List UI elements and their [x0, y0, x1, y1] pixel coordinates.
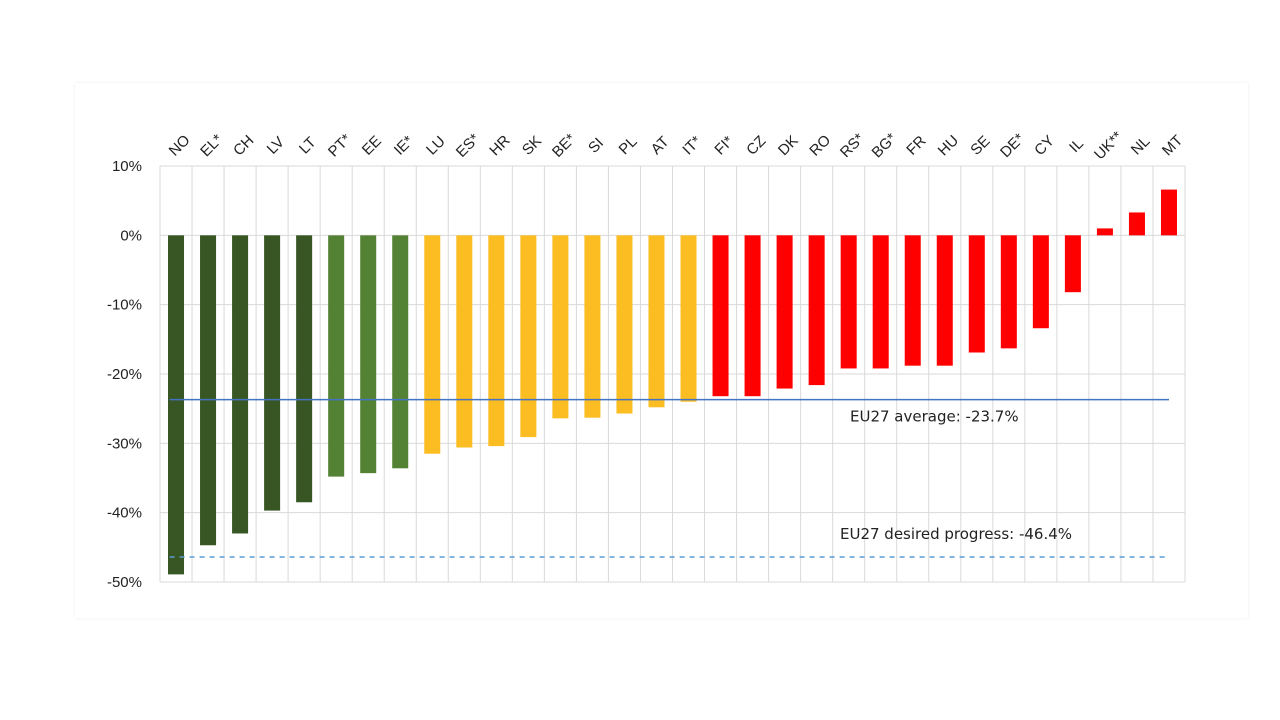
- bar-NL: [1128, 212, 1145, 236]
- bar-CY: [1032, 235, 1049, 329]
- bar-BG*: [872, 235, 889, 369]
- x-tick-label: RS*: [837, 130, 868, 161]
- x-tick-label: PL: [616, 133, 641, 158]
- x-tick-label: CZ: [743, 133, 769, 159]
- x-tick-label: BG*: [869, 130, 901, 162]
- bar-EL*: [200, 235, 217, 546]
- bar-HU: [936, 235, 953, 366]
- x-tick-label: IL: [1066, 135, 1087, 156]
- x-tick-label: LV: [264, 134, 288, 158]
- y-tick-label: -20%: [107, 366, 142, 383]
- bar-DE*: [1000, 235, 1017, 349]
- y-tick-label: -30%: [107, 435, 142, 452]
- bar-EE: [360, 235, 377, 474]
- bar-IL: [1064, 235, 1081, 293]
- x-tick-label: UK**: [1091, 128, 1126, 163]
- x-tick-label: DK: [775, 132, 802, 159]
- bar-AT: [648, 235, 665, 408]
- x-tick-label: IE*: [391, 132, 417, 158]
- y-tick-label: 0%: [120, 227, 142, 244]
- x-tick-label: IT*: [679, 133, 705, 159]
- x-tick-label: DE*: [997, 130, 1028, 161]
- bar-LT: [296, 235, 313, 503]
- bar-LV: [264, 235, 281, 511]
- bar-FR: [904, 235, 921, 366]
- bar-UK**: [1096, 228, 1113, 236]
- average-label: EU27 average: -23.7%: [850, 408, 1019, 426]
- bar-IE*: [392, 235, 409, 469]
- bar-IT*: [680, 235, 697, 402]
- x-tick-label: MT: [1159, 132, 1186, 159]
- x-tick-label: LT: [296, 134, 320, 158]
- x-tick-label: SK: [519, 133, 545, 159]
- x-tick-label: EE: [359, 133, 385, 159]
- bar-RO: [808, 235, 825, 386]
- bar-ES*: [456, 235, 473, 448]
- bar-MT: [1160, 189, 1177, 236]
- bar-CH: [232, 235, 249, 534]
- x-tick-label: FR: [903, 132, 929, 158]
- y-tick-label: 10%: [112, 158, 142, 175]
- x-tick-label: BE*: [549, 130, 579, 160]
- x-tick-label: SI: [585, 135, 607, 157]
- x-tick-label: PT*: [325, 131, 355, 161]
- bar-NO: [168, 235, 185, 575]
- x-tick-label: CH: [230, 132, 257, 159]
- bar-FI*: [712, 235, 729, 397]
- x-tick-label: SE: [967, 133, 993, 159]
- bar-PL: [616, 235, 633, 414]
- bar-LU: [424, 235, 441, 454]
- x-tick-label: CY: [1031, 132, 1058, 159]
- bar-SE: [968, 235, 985, 353]
- x-tick-label: AT: [648, 133, 673, 158]
- x-tick-label: NL: [1128, 133, 1154, 159]
- x-tick-label: RO: [806, 132, 834, 160]
- x-tick-label: HU: [935, 132, 962, 159]
- bar-HR: [488, 235, 505, 447]
- x-tick-label: HR: [486, 132, 513, 159]
- bar-CZ: [744, 235, 761, 397]
- x-tick-label: NO: [166, 132, 194, 160]
- desired-label: EU27 desired progress: -46.4%: [840, 525, 1072, 543]
- x-tick-label: EL*: [197, 131, 226, 160]
- bar-RS*: [840, 235, 857, 369]
- bar-PT*: [328, 235, 345, 477]
- bar-BE*: [552, 235, 569, 419]
- y-tick-label: -40%: [107, 505, 142, 522]
- bar-SK: [520, 235, 537, 438]
- y-tick-label: -50%: [107, 574, 142, 591]
- x-tick-label: LU: [423, 133, 449, 159]
- x-tick-label: ES*: [453, 130, 483, 160]
- y-tick-label: -10%: [107, 297, 142, 314]
- bar-SI: [584, 235, 601, 418]
- x-tick-label: FI*: [711, 133, 737, 159]
- bar-DK: [776, 235, 793, 389]
